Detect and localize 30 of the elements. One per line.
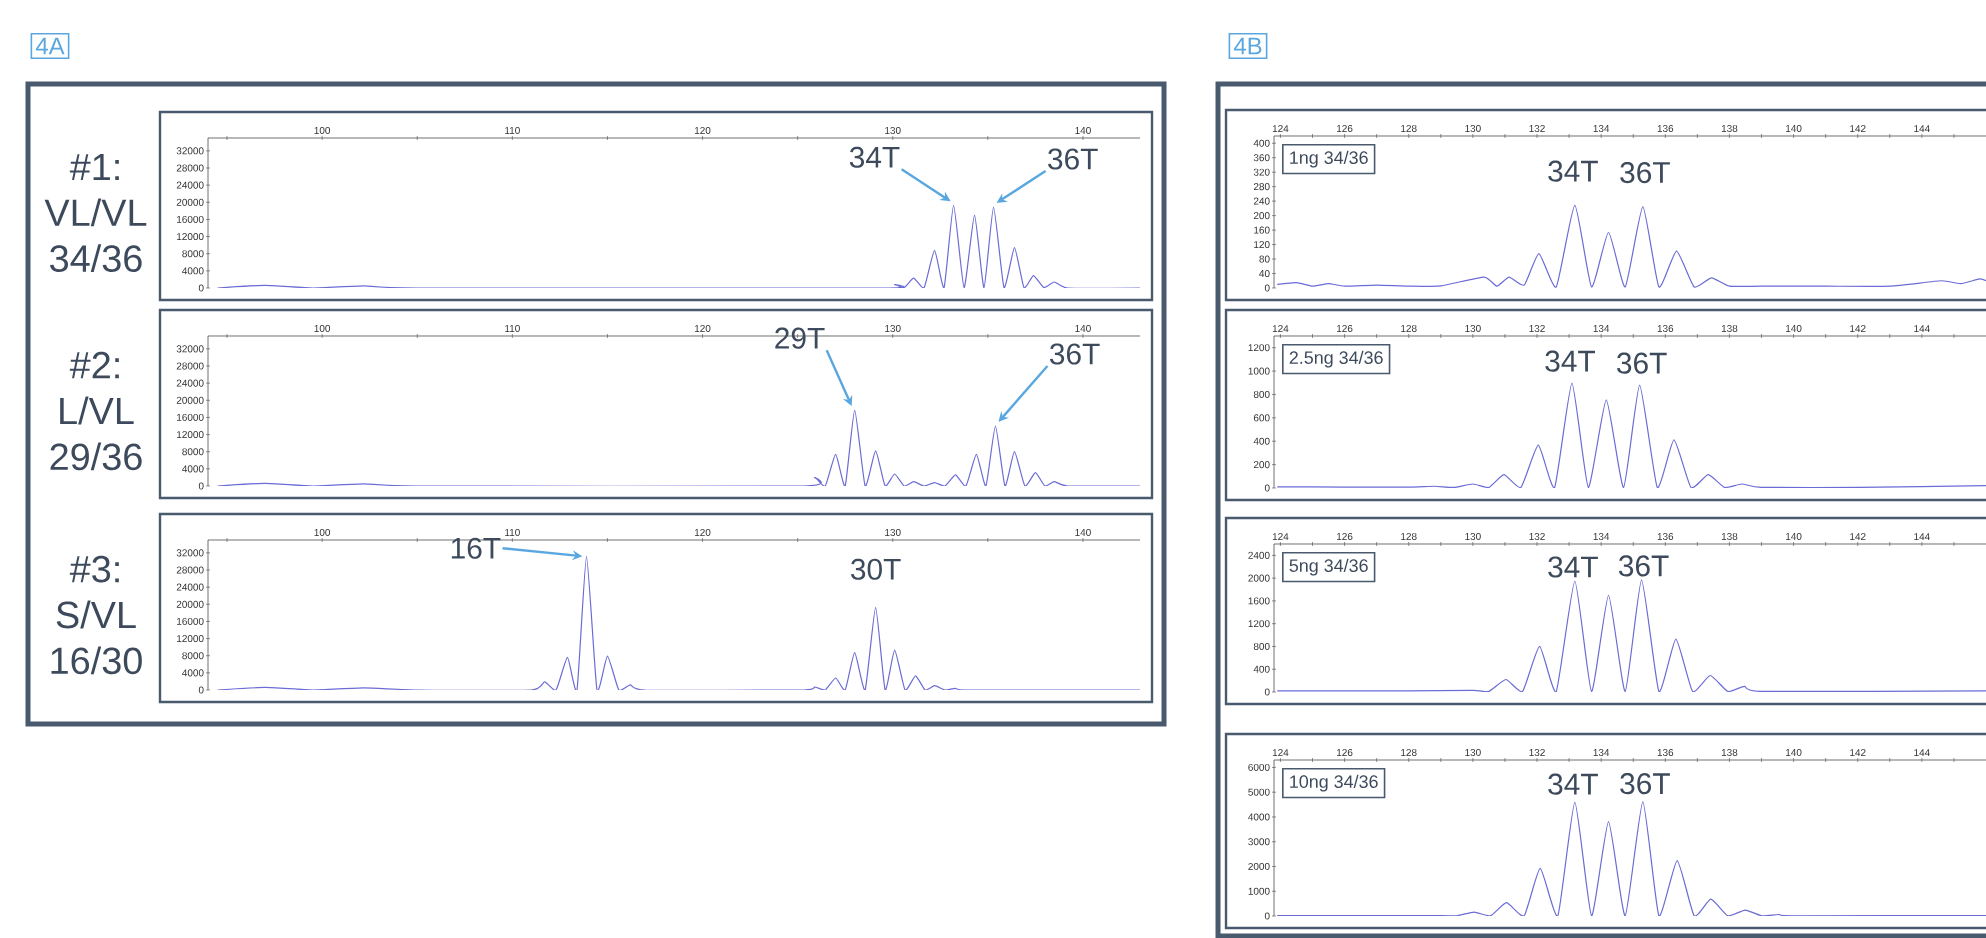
text: 1ng 34/36	[1290, 150, 1368, 168]
text: 4B	[1233, 37, 1262, 55]
line-series	[1276, 382, 1986, 488]
annotation: 36T	[1617, 352, 1667, 374]
annotation: 36T	[1620, 162, 1670, 184]
line-series	[1276, 204, 1986, 288]
annotation: 34T	[1548, 160, 1598, 182]
annotation: 34T	[1548, 773, 1598, 795]
annotation: 34T	[1548, 556, 1598, 578]
annotation: 36T	[1048, 148, 1098, 170]
annotation: 30T	[850, 558, 901, 580]
text: #3: S/VL 16/30	[51, 555, 142, 675]
annotation: 36T	[1620, 773, 1670, 795]
line-series	[216, 204, 1140, 288]
text: 4A	[35, 37, 65, 55]
line-series	[1276, 579, 1986, 692]
text: 10ng 34/36	[1290, 774, 1378, 792]
line-series	[1276, 801, 1986, 916]
text: #2: L/VL 29/36	[50, 351, 142, 471]
text: #1: VL/VL 34/36	[44, 153, 147, 273]
annotation: 34T	[849, 146, 900, 168]
text: 2.5ng 34/36	[1289, 350, 1383, 368]
annotation: 34T	[1545, 350, 1596, 372]
annotation: 29T	[775, 327, 825, 349]
annotation: 36T	[1049, 343, 1100, 365]
text: 5ng 34/36	[1289, 558, 1368, 576]
annotation: 36T	[1618, 555, 1669, 577]
annotation: 16T	[451, 537, 501, 559]
line-series	[216, 555, 1140, 690]
line-series	[216, 409, 1140, 486]
